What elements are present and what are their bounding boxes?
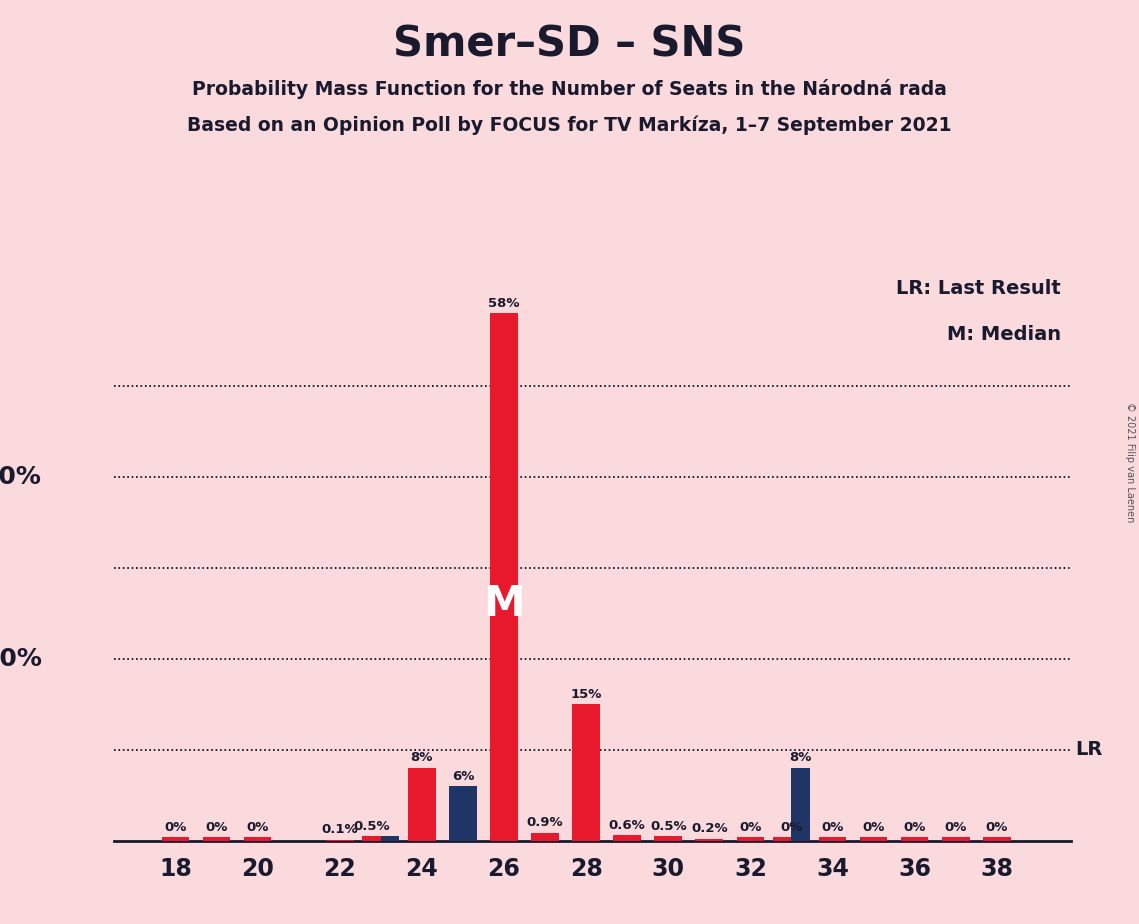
Text: 0.9%: 0.9%: [526, 816, 564, 829]
Text: 0.6%: 0.6%: [609, 819, 646, 832]
Text: 40%: 40%: [0, 465, 42, 489]
Text: 0%: 0%: [205, 821, 228, 833]
Bar: [203, 837, 230, 841]
Text: 8%: 8%: [789, 751, 812, 764]
Bar: [773, 837, 792, 841]
Text: 0%: 0%: [903, 821, 926, 833]
Text: 0%: 0%: [821, 821, 844, 833]
Text: 0.1%: 0.1%: [321, 823, 358, 836]
Text: 8%: 8%: [411, 751, 433, 764]
Bar: [613, 835, 641, 841]
Bar: [737, 837, 764, 841]
Text: M: Median: M: Median: [947, 325, 1062, 345]
Text: © 2021 Filip van Laenen: © 2021 Filip van Laenen: [1125, 402, 1134, 522]
Text: 15%: 15%: [571, 687, 601, 700]
Bar: [572, 704, 600, 841]
Bar: [983, 837, 1010, 841]
Text: 0%: 0%: [862, 821, 885, 833]
Text: 0%: 0%: [739, 821, 762, 833]
Text: 58%: 58%: [489, 297, 519, 310]
Text: Smer–SD – SNS: Smer–SD – SNS: [393, 23, 746, 65]
Text: 0%: 0%: [944, 821, 967, 833]
Text: 6%: 6%: [452, 770, 474, 783]
Text: 0.5%: 0.5%: [650, 820, 687, 833]
Bar: [162, 837, 189, 841]
Bar: [531, 833, 559, 841]
Bar: [696, 839, 723, 841]
Text: 0%: 0%: [985, 821, 1008, 833]
Bar: [860, 837, 887, 841]
Bar: [490, 313, 518, 841]
Bar: [819, 837, 846, 841]
Bar: [449, 786, 477, 841]
Bar: [901, 837, 928, 841]
Bar: [380, 836, 400, 841]
Text: 0%: 0%: [780, 821, 803, 833]
Bar: [362, 836, 380, 841]
Bar: [655, 836, 682, 841]
Bar: [408, 768, 436, 841]
Text: LR: LR: [1075, 740, 1103, 760]
Bar: [244, 837, 271, 841]
Text: Based on an Opinion Poll by FOCUS for TV Markíza, 1–7 September 2021: Based on an Opinion Poll by FOCUS for TV…: [187, 116, 952, 135]
Bar: [792, 768, 810, 841]
Text: 0%: 0%: [164, 821, 187, 833]
Text: Probability Mass Function for the Number of Seats in the Národná rada: Probability Mass Function for the Number…: [192, 79, 947, 99]
Text: 20%: 20%: [0, 647, 42, 671]
Text: M: M: [483, 583, 525, 626]
Text: 0.2%: 0.2%: [691, 822, 728, 835]
Text: 0.5%: 0.5%: [353, 820, 390, 833]
Text: LR: Last Result: LR: Last Result: [896, 279, 1062, 298]
Text: 0%: 0%: [246, 821, 269, 833]
Bar: [942, 837, 969, 841]
